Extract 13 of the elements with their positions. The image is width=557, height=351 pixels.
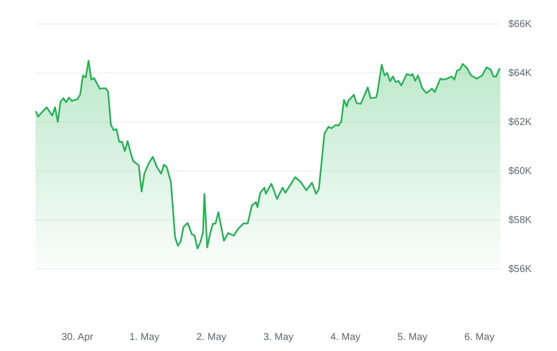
x-tick-label: 30. Apr	[61, 332, 94, 343]
x-tick-label: 4. May	[330, 332, 360, 343]
x-tick-label: 5. May	[397, 332, 428, 343]
x-tick-label: 1. May	[129, 332, 160, 343]
y-tick-label: $58K	[508, 214, 532, 226]
y-tick-label: $56K	[508, 264, 532, 275]
y-tick-label: $62K	[508, 116, 532, 128]
y-tick-label: $66K	[508, 18, 532, 30]
x-tick-label: 3. May	[263, 332, 294, 343]
x-tick-label: 2. May	[196, 332, 226, 343]
y-tick-label: $60K	[508, 166, 532, 177]
x-tick-label: 6. May	[464, 332, 494, 343]
y-tick-label: $64K	[508, 68, 532, 79]
